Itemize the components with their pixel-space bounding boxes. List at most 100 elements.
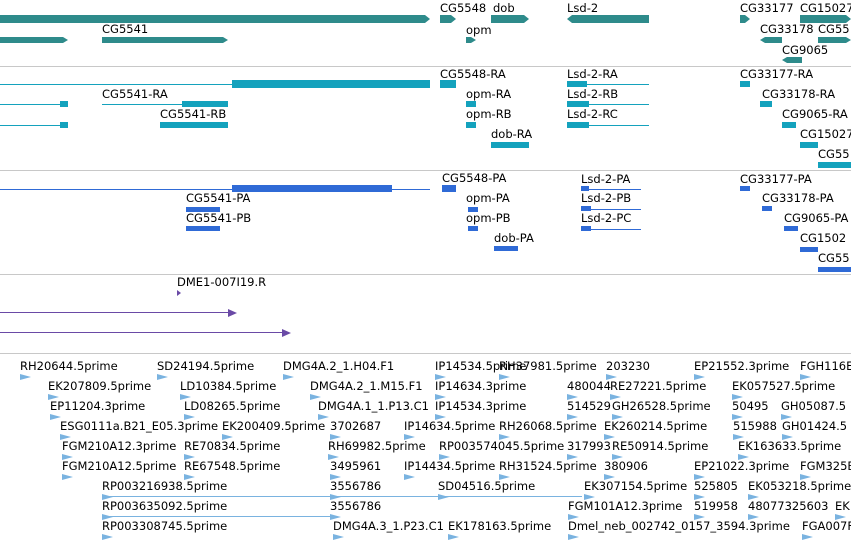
transcript-exon[interactable]	[567, 122, 589, 128]
protein-exon[interactable]	[581, 206, 591, 211]
est-marker-icon[interactable]	[567, 414, 578, 420]
est-marker-icon[interactable]	[748, 494, 759, 500]
est-marker-icon[interactable]	[180, 394, 191, 400]
est-marker-icon[interactable]	[404, 434, 415, 440]
est-marker-icon[interactable]	[50, 414, 61, 420]
est-marker-icon[interactable]	[102, 534, 113, 540]
est-marker-icon[interactable]	[732, 414, 743, 420]
est-alignment[interactable]	[102, 496, 582, 497]
est-marker-icon[interactable]	[62, 474, 73, 480]
gene-feature[interactable]	[0, 15, 430, 23]
est-marker-icon[interactable]	[102, 494, 113, 500]
est-marker-icon[interactable]	[222, 434, 233, 440]
est-marker-icon[interactable]	[20, 374, 31, 380]
est-marker-icon[interactable]	[612, 414, 623, 420]
transcript-exon[interactable]	[567, 101, 589, 107]
est-marker-icon[interactable]	[499, 474, 510, 480]
protein-exon[interactable]	[740, 186, 750, 191]
est-marker-icon[interactable]	[184, 474, 195, 480]
transcript-exon[interactable]	[466, 101, 476, 107]
est-marker-icon[interactable]	[330, 494, 341, 500]
est-marker-icon[interactable]	[800, 374, 811, 380]
est-marker-icon[interactable]	[330, 434, 341, 440]
gene-feature[interactable]	[491, 15, 529, 23]
est-marker-icon[interactable]	[604, 434, 615, 440]
est-marker-icon[interactable]	[499, 434, 510, 440]
est-marker-icon[interactable]	[435, 394, 446, 400]
protein-exon[interactable]	[494, 246, 518, 251]
est-marker-icon[interactable]	[610, 394, 621, 400]
est-marker-icon[interactable]	[567, 454, 578, 460]
transcript-exon[interactable]	[760, 101, 772, 107]
transcript-exon[interactable]	[800, 142, 818, 148]
gene-feature[interactable]	[760, 37, 782, 43]
est-marker-icon[interactable]	[835, 514, 846, 520]
est-marker-icon[interactable]	[694, 474, 705, 480]
est-marker-icon[interactable]	[184, 414, 195, 420]
est-marker-icon[interactable]	[694, 514, 705, 520]
est-marker-icon[interactable]	[318, 414, 329, 420]
transcript-exon[interactable]	[160, 122, 228, 128]
clone-read[interactable]	[0, 312, 228, 313]
est-marker-icon[interactable]	[48, 394, 59, 400]
est-marker-icon[interactable]	[404, 474, 415, 480]
est-marker-icon[interactable]	[435, 414, 446, 420]
est-marker-icon[interactable]	[604, 474, 615, 480]
transcript-exon[interactable]	[567, 81, 587, 87]
gene-feature[interactable]	[567, 15, 649, 23]
est-marker-icon[interactable]	[157, 374, 168, 380]
est-marker-icon[interactable]	[584, 494, 595, 500]
protein-exon[interactable]	[784, 226, 798, 231]
est-marker-icon[interactable]	[333, 534, 344, 540]
est-marker-icon[interactable]	[606, 374, 617, 380]
est-marker-icon[interactable]	[694, 494, 705, 500]
est-marker-icon[interactable]	[439, 454, 450, 460]
transcript-exon[interactable]	[182, 101, 228, 107]
protein-exon[interactable]	[818, 267, 851, 272]
gene-feature[interactable]	[440, 15, 456, 23]
est-marker-icon[interactable]	[184, 454, 195, 460]
transcript-exon[interactable]	[60, 101, 68, 107]
protein-exon[interactable]	[186, 226, 220, 231]
est-marker-icon[interactable]	[748, 514, 759, 520]
protein-exon[interactable]	[581, 226, 591, 231]
est-marker-icon[interactable]	[782, 434, 793, 440]
protein-exon[interactable]	[442, 185, 456, 192]
protein-exon[interactable]	[186, 207, 220, 212]
transcript-exon[interactable]	[232, 80, 430, 88]
protein-exon[interactable]	[232, 185, 392, 192]
est-marker-icon[interactable]	[330, 514, 341, 520]
transcript-exon[interactable]	[782, 122, 796, 128]
est-marker-icon[interactable]	[612, 454, 623, 460]
clone-marker-icon[interactable]	[177, 290, 181, 296]
transcript-exon[interactable]	[818, 162, 851, 168]
est-marker-icon[interactable]	[694, 374, 705, 380]
gene-feature[interactable]	[0, 37, 68, 43]
est-marker-icon[interactable]	[568, 534, 579, 540]
est-marker-icon[interactable]	[499, 374, 510, 380]
clone-read[interactable]	[0, 332, 282, 333]
est-marker-icon[interactable]	[62, 454, 73, 460]
est-marker-icon[interactable]	[568, 514, 579, 520]
transcript-exon[interactable]	[440, 80, 456, 88]
gene-feature[interactable]	[740, 15, 750, 23]
est-marker-icon[interactable]	[438, 494, 449, 500]
est-marker-icon[interactable]	[60, 434, 71, 440]
est-marker-icon[interactable]	[310, 394, 321, 400]
transcript-exon[interactable]	[60, 122, 68, 128]
gene-feature[interactable]	[466, 37, 476, 43]
est-marker-icon[interactable]	[328, 454, 339, 460]
protein-exon[interactable]	[581, 186, 589, 191]
gene-feature[interactable]	[102, 37, 228, 43]
est-alignment[interactable]	[102, 516, 330, 517]
gene-feature[interactable]	[782, 57, 802, 63]
est-marker-icon[interactable]	[283, 374, 294, 380]
est-marker-icon[interactable]	[732, 394, 743, 400]
est-marker-icon[interactable]	[733, 434, 744, 440]
gene-feature[interactable]	[818, 37, 851, 43]
est-marker-icon[interactable]	[738, 454, 749, 460]
transcript-exon[interactable]	[491, 142, 529, 148]
transcript-exon[interactable]	[466, 122, 476, 128]
est-marker-icon[interactable]	[102, 514, 113, 520]
protein-exon[interactable]	[800, 247, 818, 252]
